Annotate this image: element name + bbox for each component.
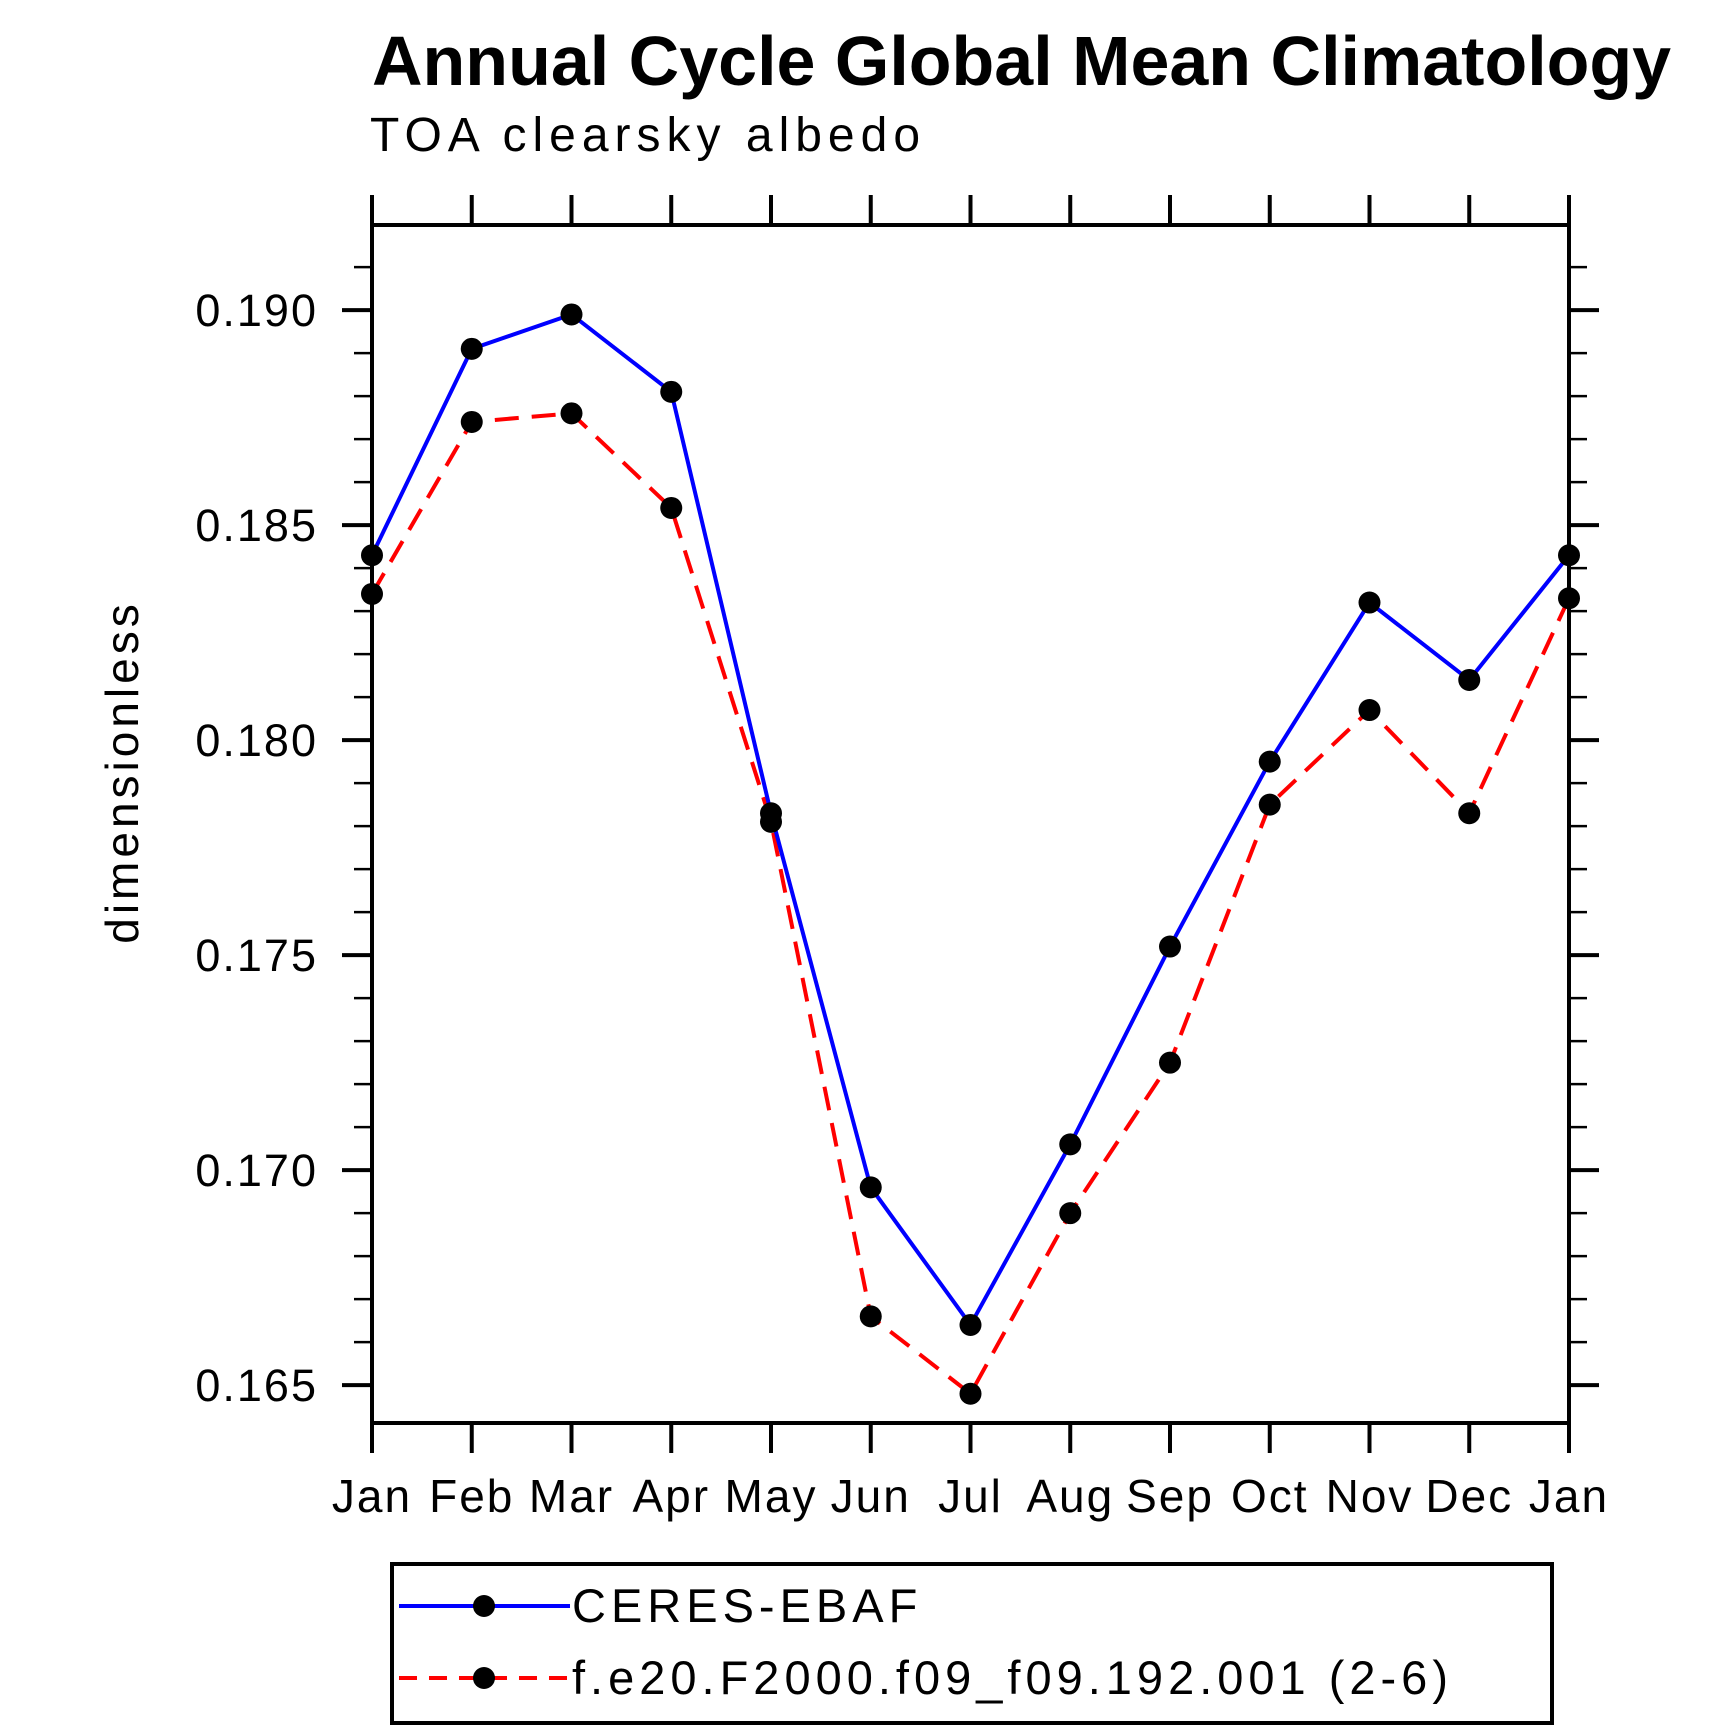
legend-marker-dot [473,1595,495,1617]
data-point-marker-series-0 [1558,544,1580,567]
data-point-marker-series-0 [859,1176,882,1199]
data-point-marker-series-1 [361,582,383,605]
data-point-marker-series-1 [560,402,583,425]
data-point-marker-series-1 [660,496,683,519]
legend: CERES-EBAF f.e20.F2000.f09_f09.192.001 (… [390,1562,1554,1725]
data-point-marker-series-0 [560,303,583,326]
legend-label-ceres-ebaf: CERES-EBAF [572,1579,923,1632]
x-tick-label: Feb [429,1470,514,1522]
data-point-marker-series-1 [460,410,483,433]
x-tick-label: Aug [1026,1470,1114,1522]
x-tick-label: Dec [1425,1470,1513,1522]
data-point-marker-series-1 [859,1305,882,1328]
data-point-marker-series-1 [1358,699,1381,722]
x-tick-label: Jul [938,1470,1003,1522]
legend-marker-dot [473,1667,495,1689]
data-point-marker-series-1 [1458,802,1481,825]
data-point-marker-series-0 [1258,750,1281,773]
x-tick-label: Nov [1326,1470,1414,1522]
series-line-0 [370,312,1571,1329]
data-point-marker-series-0 [460,337,483,360]
y-tick-label: 0.185 [195,500,318,551]
data-point-marker-series-0 [1458,668,1481,691]
x-tick-label: Jan [332,1470,412,1522]
x-tick-label: Sep [1126,1470,1214,1522]
x-tick-label: Mar [529,1470,614,1522]
x-tick-label: Oct [1231,1470,1309,1522]
chart-title: Annual Cycle Global Mean Climatology [372,22,1672,100]
data-point-marker-series-0 [959,1313,982,1336]
legend-line-sample-dashed [399,1667,570,1689]
data-point-marker-series-1 [1159,1051,1181,1074]
y-tick-label: 0.190 [195,285,318,336]
x-tick-label: May [725,1470,818,1522]
data-point-marker-series-1 [1059,1202,1082,1225]
data-point-marker-series-1 [1558,587,1580,610]
data-point-marker-series-1 [1258,793,1281,816]
data-point-marker-series-1 [959,1382,982,1405]
x-tick-label: Jun [831,1470,911,1522]
y-tick-label: 0.175 [195,930,318,981]
data-point-marker-series-0 [1059,1133,1082,1156]
data-point-marker-series-0 [1159,935,1181,958]
chart-subtitle: TOA clearsky albedo [370,109,927,162]
plot-frame [370,223,1571,1425]
data-point-marker-series-0 [1358,591,1381,614]
legend-entry-model-run: f.e20.F2000.f09_f09.192.001 (2-6) [397,1651,1453,1704]
y-tick-label: 0.165 [195,1360,318,1411]
data-point-marker-series-1 [760,810,782,833]
legend-label-model-run: f.e20.F2000.f09_f09.192.001 (2-6) [572,1651,1453,1704]
x-tick-label: Apr [632,1470,710,1522]
series-line-1 [370,411,1571,1397]
y-tick-label: 0.170 [195,1145,318,1196]
legend-line-sample-solid [399,1595,570,1617]
legend-entry-ceres-ebaf: CERES-EBAF [397,1579,923,1632]
data-point-marker-series-0 [361,544,383,567]
data-point-marker-series-0 [660,380,683,403]
y-tick-label: 0.180 [195,715,318,766]
x-tick-label: Jan [1529,1470,1609,1522]
